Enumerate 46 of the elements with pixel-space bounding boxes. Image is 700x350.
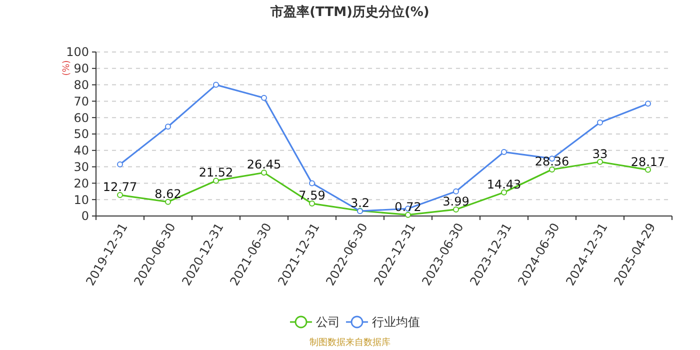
point bbox=[549, 166, 555, 172]
data-label: 33 bbox=[592, 146, 608, 161]
chart-title: 市盈率(TTM)历史分位(%) bbox=[270, 4, 430, 20]
point bbox=[645, 100, 651, 107]
y-tick-label: 0 bbox=[81, 209, 89, 224]
point bbox=[165, 198, 171, 205]
legend-label: 公司 bbox=[316, 315, 340, 330]
data-label: 12.77 bbox=[102, 180, 138, 194]
y-tick-label: 90 bbox=[74, 62, 89, 76]
point bbox=[309, 200, 315, 207]
point bbox=[117, 161, 123, 168]
point bbox=[261, 170, 267, 176]
data-label: 7.59 bbox=[298, 188, 326, 203]
data-label: 3.99 bbox=[442, 194, 470, 208]
y-axis-title: (%) bbox=[62, 60, 72, 76]
point bbox=[453, 206, 459, 212]
point bbox=[213, 178, 219, 184]
data-label: 8.62 bbox=[154, 186, 182, 201]
y-tick-label: 10 bbox=[74, 192, 89, 207]
point bbox=[501, 189, 507, 196]
y-tick-label: 80 bbox=[74, 78, 89, 92]
data-label: 14.43 bbox=[486, 177, 522, 192]
y-tick-label: 20 bbox=[74, 176, 89, 190]
point bbox=[213, 82, 219, 88]
y-tick-label: 30 bbox=[74, 160, 89, 174]
point bbox=[597, 120, 603, 126]
data-label: 21.52 bbox=[198, 166, 234, 180]
point bbox=[453, 188, 459, 194]
y-tick-label: 70 bbox=[74, 94, 89, 108]
data-label: 3.2 bbox=[350, 196, 370, 210]
data-label: 28.17 bbox=[630, 154, 666, 169]
point bbox=[597, 158, 603, 165]
data-label: 28.36 bbox=[534, 154, 570, 168]
point bbox=[501, 149, 507, 156]
y-tick-label: 100 bbox=[66, 45, 89, 60]
y-tick-label: 40 bbox=[74, 144, 89, 158]
y-tick-label: 50 bbox=[74, 127, 89, 142]
point bbox=[309, 180, 315, 186]
point bbox=[261, 94, 267, 101]
text: 制图数据来自数据库 bbox=[310, 337, 390, 348]
point bbox=[645, 166, 651, 173]
point bbox=[165, 124, 171, 130]
point bbox=[117, 192, 123, 198]
legend-label: 行业均值 bbox=[372, 315, 420, 330]
data-label: 26.45 bbox=[246, 158, 282, 172]
y-tick-label: 60 bbox=[74, 110, 89, 125]
